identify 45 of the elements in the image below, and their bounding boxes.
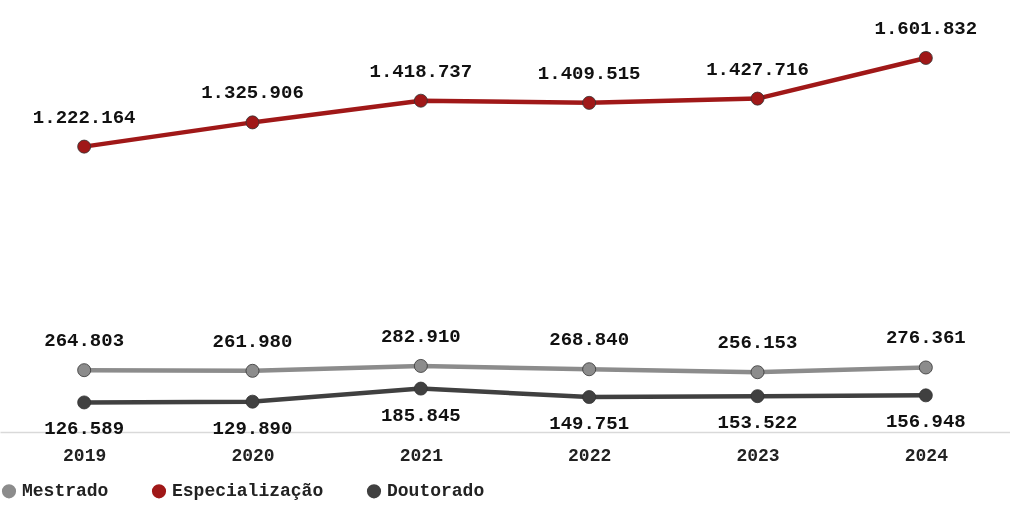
point xyxy=(582,390,597,404)
data-label: 153.522 xyxy=(717,412,798,435)
data-label: 268.840 xyxy=(549,329,630,352)
point xyxy=(750,91,765,106)
point xyxy=(245,115,260,130)
point xyxy=(750,389,765,404)
point xyxy=(918,51,933,65)
legend-label: Doutorado xyxy=(387,481,485,502)
data-label: 1.427.716 xyxy=(706,58,809,81)
x-tick-label: 2023 xyxy=(736,445,780,466)
data-label: 126.589 xyxy=(44,418,125,441)
data-label: 1.418.737 xyxy=(369,60,473,83)
data-label: 185.845 xyxy=(380,404,461,427)
legend-label: Especialização xyxy=(172,481,324,502)
data-label: 156.948 xyxy=(885,411,966,434)
point xyxy=(413,381,428,396)
data-label: 1.601.832 xyxy=(874,17,978,40)
point xyxy=(245,394,260,409)
x-tick-label: 2021 xyxy=(399,445,444,466)
data-label: 1.222.164 xyxy=(32,106,136,129)
data-label: 149.751 xyxy=(549,413,630,436)
data-label: 1.409.515 xyxy=(537,62,641,85)
x-tick-label: 2019 xyxy=(63,445,107,466)
point xyxy=(582,95,597,110)
x-tick-label: 2024 xyxy=(904,445,949,466)
point xyxy=(750,365,765,380)
x-tick-label: 2022 xyxy=(568,445,612,466)
data-label: 1.325.906 xyxy=(201,82,304,105)
data-label: 282.910 xyxy=(380,325,461,348)
point xyxy=(245,363,260,378)
point xyxy=(413,93,428,108)
data-label: 264.803 xyxy=(44,330,125,353)
point xyxy=(918,360,933,375)
data-label: 261.980 xyxy=(212,330,293,353)
point xyxy=(918,388,933,403)
point xyxy=(77,363,92,378)
data-label: 256.153 xyxy=(717,332,798,355)
point xyxy=(413,359,428,373)
data-label: 129.890 xyxy=(212,417,293,440)
point xyxy=(77,395,92,410)
x-tick-label: 2020 xyxy=(231,445,275,466)
data-label: 276.361 xyxy=(885,327,966,350)
point xyxy=(77,139,92,154)
point xyxy=(582,362,597,377)
legend-label: Mestrado xyxy=(22,481,109,502)
